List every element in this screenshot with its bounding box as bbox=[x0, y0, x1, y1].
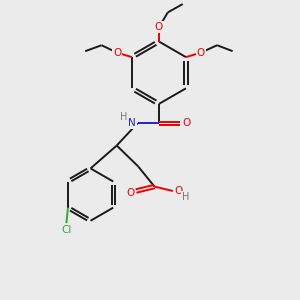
Text: Cl: Cl bbox=[61, 225, 72, 235]
Text: O: O bbox=[183, 118, 191, 128]
Text: N: N bbox=[128, 118, 136, 128]
Text: O: O bbox=[155, 22, 163, 32]
Text: H: H bbox=[121, 112, 128, 122]
Text: O: O bbox=[197, 48, 205, 58]
Text: O: O bbox=[126, 188, 134, 197]
Text: O: O bbox=[113, 48, 121, 58]
Text: H: H bbox=[182, 192, 189, 202]
Text: O: O bbox=[174, 186, 182, 196]
